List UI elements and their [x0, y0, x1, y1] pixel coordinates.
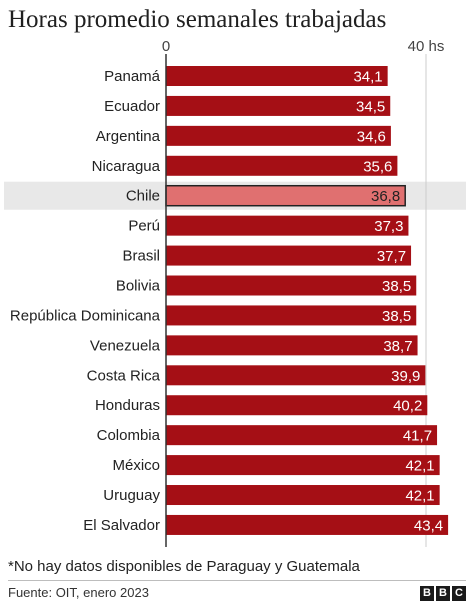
value-label: 34,6: [357, 128, 386, 145]
value-label: 34,5: [356, 98, 385, 115]
bar: [166, 215, 409, 236]
category-label: Uruguay: [103, 487, 160, 504]
value-label: 41,7: [403, 428, 432, 445]
bar: [166, 455, 440, 476]
source-note: Fuente: OIT, enero 2023: [8, 585, 149, 600]
category-label: Panamá: [104, 68, 161, 85]
category-label: Perú: [128, 218, 160, 235]
category-label: Nicaragua: [92, 158, 161, 175]
category-label: Chile: [126, 188, 160, 205]
value-label: 37,7: [377, 248, 406, 265]
value-label: 37,3: [374, 218, 403, 235]
x-tick-label: 40 hs: [408, 38, 445, 55]
logo-letter: C: [452, 586, 466, 601]
logo-letter: B: [420, 586, 434, 601]
bar: [166, 365, 426, 386]
value-label: 38,7: [383, 338, 412, 355]
bar: [166, 245, 412, 266]
category-label: Argentina: [96, 128, 161, 145]
bar: [166, 335, 418, 356]
bar-chart: 0 40 hs Panamá 34,1 Ecuador 34,5 Argentina 34,6…: [4, 38, 466, 547]
bar: [166, 514, 449, 535]
bar: [166, 66, 388, 86]
value-label: 39,9: [391, 368, 420, 385]
value-label: 38,5: [382, 308, 411, 325]
bar: [166, 275, 417, 296]
x-tick-label: 0: [162, 38, 170, 55]
value-label: 42,1: [405, 458, 434, 475]
value-label: 34,1: [353, 69, 382, 86]
category-label: Honduras: [95, 397, 160, 414]
category-label: El Salvador: [83, 517, 160, 534]
bar: [165, 184, 406, 207]
value-label: 42,1: [405, 488, 434, 505]
value-label: 40,2: [393, 398, 422, 415]
bar: [166, 125, 391, 146]
bar: [166, 425, 438, 446]
value-label: 35,6: [363, 158, 392, 175]
value-label: 36,8: [371, 188, 400, 205]
category-label: México: [112, 457, 160, 474]
bar: [166, 155, 398, 176]
category-label: Bolivia: [116, 278, 161, 295]
chart-title: Horas promedio semanales trabajadas: [8, 6, 387, 33]
footnote: *No hay datos disponibles de Paraguay y …: [8, 558, 360, 575]
divider: [8, 580, 466, 581]
bar: [166, 305, 417, 326]
category-label: Costa Rica: [87, 367, 161, 384]
value-label: 43,4: [414, 517, 443, 534]
logo-letter: B: [436, 586, 450, 601]
category-label: Venezuela: [90, 337, 161, 354]
category-label: República Dominicana: [10, 307, 161, 324]
bar: [166, 95, 391, 116]
bbc-logo: B B C: [420, 586, 466, 601]
category-label: Ecuador: [104, 98, 160, 115]
category-label: Colombia: [97, 427, 161, 444]
bar: [166, 395, 428, 416]
bar: [166, 485, 440, 506]
category-label: Brasil: [122, 248, 160, 265]
value-label: 38,5: [382, 278, 411, 295]
